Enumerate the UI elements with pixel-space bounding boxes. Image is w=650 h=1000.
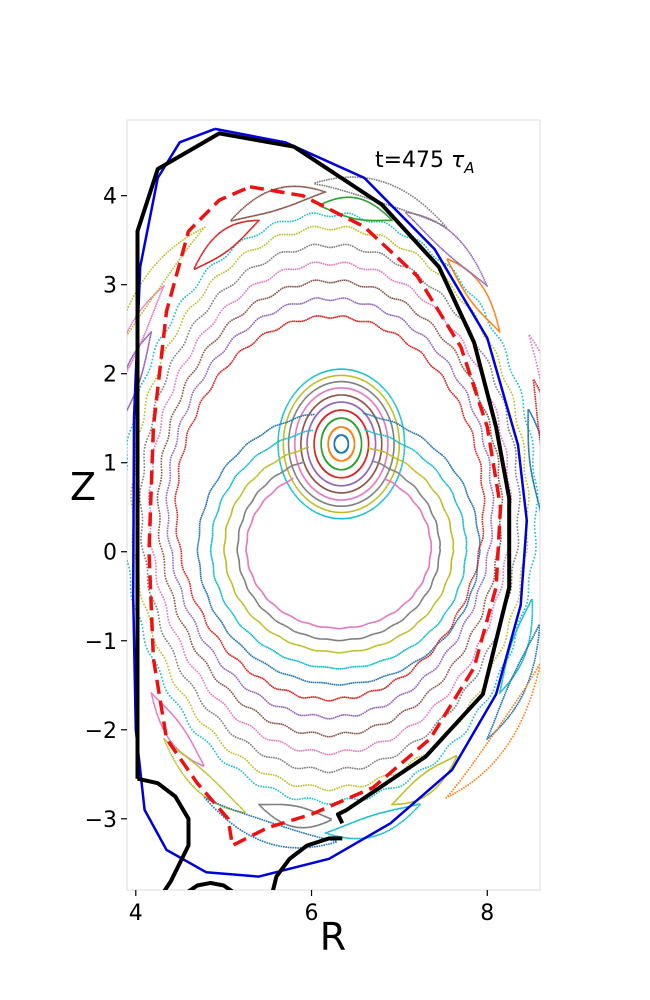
y-tick-label: −1 xyxy=(85,630,117,655)
poincare-surface xyxy=(209,429,468,670)
black-wall xyxy=(135,131,512,825)
time-annotation-prefix: t=475 xyxy=(375,148,451,173)
island-dots xyxy=(405,211,488,287)
island-chain-segment xyxy=(92,512,119,646)
y-tick-label: 2 xyxy=(103,363,117,388)
x-tick-label: 8 xyxy=(480,901,494,926)
poincare-surface xyxy=(294,387,389,501)
poincare-dots xyxy=(294,387,389,501)
island-dots xyxy=(150,692,205,767)
island-chain-segment xyxy=(319,196,393,222)
poincare-dots xyxy=(165,297,495,720)
poincare-dots xyxy=(327,426,356,462)
y-tick-label: −2 xyxy=(85,719,117,744)
island-chain-segment xyxy=(405,211,488,287)
poincare-surface xyxy=(320,417,363,471)
island-chain-segment xyxy=(150,692,205,767)
island-dots xyxy=(80,512,123,691)
y-tick-label: 1 xyxy=(103,452,117,477)
poincare-dots xyxy=(287,380,395,507)
y-tick-label: 0 xyxy=(103,541,117,566)
island-dots xyxy=(127,226,206,337)
black-lower-left-coil xyxy=(137,776,191,890)
island-dots xyxy=(319,196,393,222)
island-chain-segment xyxy=(446,258,501,333)
plot-frame xyxy=(126,119,541,891)
island-chain-segment xyxy=(528,334,540,382)
poincare-dots xyxy=(147,261,513,756)
poincare-dots xyxy=(209,429,468,670)
island-chain-segment xyxy=(80,512,123,691)
poincare-surface xyxy=(327,426,356,462)
island-chain-segment xyxy=(127,331,153,413)
island-dots xyxy=(258,803,332,829)
x-tick-label: 6 xyxy=(305,901,319,926)
poincare-surface xyxy=(156,279,504,738)
poincare-dots xyxy=(320,417,363,471)
time-annotation: t=475 τA xyxy=(375,148,475,177)
island-dots xyxy=(230,185,327,222)
plot-area xyxy=(80,127,540,890)
y-tick-label: −3 xyxy=(85,808,117,833)
poincare-dots xyxy=(333,434,350,454)
island-dots xyxy=(532,379,540,445)
island-chain-segment xyxy=(391,755,458,806)
island-chain-segment xyxy=(498,598,534,694)
black-lower-right-coil xyxy=(271,836,343,890)
island-chain-segment xyxy=(127,226,206,337)
poincare-dots xyxy=(300,394,383,494)
poincare-surface xyxy=(147,261,513,756)
island-dots xyxy=(127,331,153,413)
island-chain-segment xyxy=(258,803,332,829)
island-dots xyxy=(203,796,337,849)
poincare-dots xyxy=(196,412,481,686)
black-divertor-dome xyxy=(187,880,234,890)
poincare-surface xyxy=(300,394,383,494)
red-dashed-separatrix xyxy=(147,185,503,848)
poincare-dots xyxy=(277,368,406,520)
poincare-points xyxy=(80,176,540,849)
island-chain-segment xyxy=(193,219,260,270)
x-axis-ticks: 4 6 8 xyxy=(129,890,494,926)
poincare-surface xyxy=(165,297,495,720)
x-axis-label: R xyxy=(320,915,346,959)
island-dots xyxy=(498,598,534,694)
island-chain-segment xyxy=(324,803,421,840)
island-chain-segment xyxy=(230,185,327,222)
poincare-surface xyxy=(196,412,481,686)
blue-flux-boundary xyxy=(131,127,529,878)
island-dots xyxy=(486,624,540,740)
y-tick-label: 3 xyxy=(103,274,117,299)
time-annotation-subscript: A xyxy=(463,159,474,177)
island-dots xyxy=(324,803,421,840)
island-dots xyxy=(528,334,540,382)
y-axis-ticks: −3 −2 −1 0 1 2 3 4 xyxy=(85,185,127,833)
poincare-surface xyxy=(333,434,350,454)
poincare-surface xyxy=(236,460,441,642)
time-annotation-symbol: τ xyxy=(451,148,465,173)
boundary-curves xyxy=(131,127,529,890)
island-chain-segment xyxy=(527,409,540,514)
island-chain-segment xyxy=(532,379,540,445)
poincare-dots xyxy=(156,279,504,738)
island-chain-segment xyxy=(203,796,337,849)
x-tick-label: 4 xyxy=(129,901,143,926)
island-dots xyxy=(391,755,458,806)
y-axis-label: Z xyxy=(70,465,96,509)
island-dots xyxy=(92,512,119,646)
island-dots xyxy=(446,258,501,333)
island-dots xyxy=(193,219,260,270)
y-tick-label: 4 xyxy=(103,185,117,210)
island-dots xyxy=(527,409,540,514)
poincare-surface xyxy=(287,380,395,507)
island-chain-segment xyxy=(486,624,540,740)
poincare-surface xyxy=(277,368,406,520)
poincare-dots xyxy=(236,460,441,642)
